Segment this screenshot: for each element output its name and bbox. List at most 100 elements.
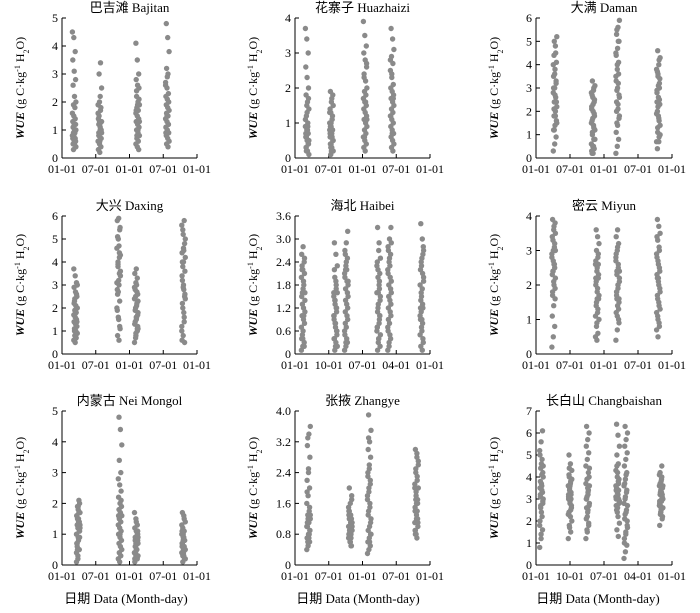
data-point — [569, 476, 575, 482]
data-point — [551, 127, 557, 133]
data-point — [656, 223, 662, 229]
data-point — [117, 482, 123, 488]
data-point — [552, 285, 558, 292]
data-point — [362, 148, 368, 154]
x-tick-label: 01-01 — [522, 358, 550, 372]
data-point — [419, 236, 425, 242]
data-point — [656, 134, 662, 140]
x-axis-label-2: 日期 Data (Month-day) — [296, 591, 419, 606]
data-point — [624, 518, 630, 524]
data-point — [586, 450, 592, 456]
data-point — [133, 88, 140, 94]
data-point — [182, 236, 188, 242]
data-point — [551, 278, 557, 285]
data-point — [387, 263, 393, 269]
data-point — [180, 245, 187, 251]
data-point — [179, 277, 186, 284]
data-point — [365, 412, 372, 418]
data-point — [615, 282, 621, 288]
data-point — [134, 275, 140, 281]
data-point — [72, 273, 78, 279]
data-point — [655, 94, 662, 101]
y-tick-label: 4 — [526, 58, 532, 72]
data-point — [374, 224, 381, 231]
data-point — [539, 513, 545, 520]
x-tick-label: 07-01 — [556, 162, 584, 176]
data-point — [388, 301, 394, 307]
data-point — [301, 255, 308, 261]
data-point — [622, 443, 628, 449]
data-point — [117, 531, 123, 537]
data-point — [366, 539, 373, 545]
data-point — [116, 337, 122, 343]
y-tick-label: 6 — [52, 209, 58, 223]
data-point — [95, 138, 102, 144]
data-point — [549, 313, 555, 319]
data-point — [656, 282, 662, 288]
y-tick-label: 5 — [52, 232, 58, 246]
panel-5: 0 0.6 1.2 1.8 2.4 3.0 3.6 01-01 10-01 07-01 04-01 0… — [246, 198, 445, 372]
data-point — [388, 25, 394, 32]
data-point — [302, 25, 309, 32]
data-point — [366, 466, 372, 472]
data-point — [95, 110, 101, 116]
data-point — [595, 306, 601, 312]
data-point — [331, 240, 338, 246]
x-tick-label: 01-01 — [116, 358, 144, 372]
data-point — [616, 113, 623, 119]
data-point — [613, 99, 620, 105]
data-point — [304, 489, 310, 495]
data-point — [565, 535, 571, 542]
data-point — [420, 278, 427, 284]
data-point — [415, 485, 421, 491]
data-point — [615, 478, 621, 485]
data-point — [552, 71, 558, 77]
data-point — [179, 222, 185, 228]
data-point — [614, 227, 621, 233]
data-point — [343, 259, 349, 265]
y-tick-label: 1.6 — [276, 496, 291, 510]
data-point — [367, 504, 373, 510]
y-tick-label: 1 — [52, 123, 58, 137]
y-tick-label: 0 — [285, 558, 291, 572]
data-point — [374, 324, 380, 330]
data-point — [116, 457, 123, 463]
panel-4: 0 1 2 3 4 5 6 01-01 07-01 01-01 07-01 01-01 大兴 Daxin… — [13, 198, 212, 372]
data-point — [299, 301, 306, 307]
data-point — [616, 268, 623, 274]
data-point — [115, 314, 122, 320]
y-tick-label: 0 — [52, 347, 58, 361]
data-point — [614, 527, 620, 533]
data-point — [550, 85, 557, 91]
y-axis-label: WUE (g C·kg-1 H2O) — [246, 437, 264, 539]
data-point — [116, 277, 122, 284]
data-point — [334, 263, 340, 269]
data-point — [96, 99, 103, 105]
data-point — [549, 251, 555, 257]
data-point — [388, 113, 394, 119]
data-point — [97, 149, 103, 156]
data-point — [419, 316, 425, 323]
data-point — [133, 519, 139, 525]
data-point — [540, 498, 546, 504]
data-point — [304, 102, 310, 109]
data-point — [305, 50, 311, 56]
y-tick-label: 4 — [52, 435, 58, 449]
data-point — [131, 509, 138, 516]
data-point — [537, 522, 543, 529]
data-point — [538, 502, 544, 509]
data-point — [655, 71, 661, 77]
y-tick-label: 3 — [526, 81, 532, 95]
data-point — [71, 266, 77, 272]
data-point — [136, 118, 143, 125]
data-point — [615, 71, 622, 77]
data-point — [306, 535, 312, 541]
data-point — [385, 270, 391, 277]
data-point — [386, 293, 392, 300]
data-point — [415, 523, 421, 530]
data-point — [591, 85, 597, 91]
data-point — [586, 500, 593, 507]
data-point — [300, 316, 307, 323]
data-point — [613, 129, 619, 135]
data-point — [415, 458, 421, 464]
